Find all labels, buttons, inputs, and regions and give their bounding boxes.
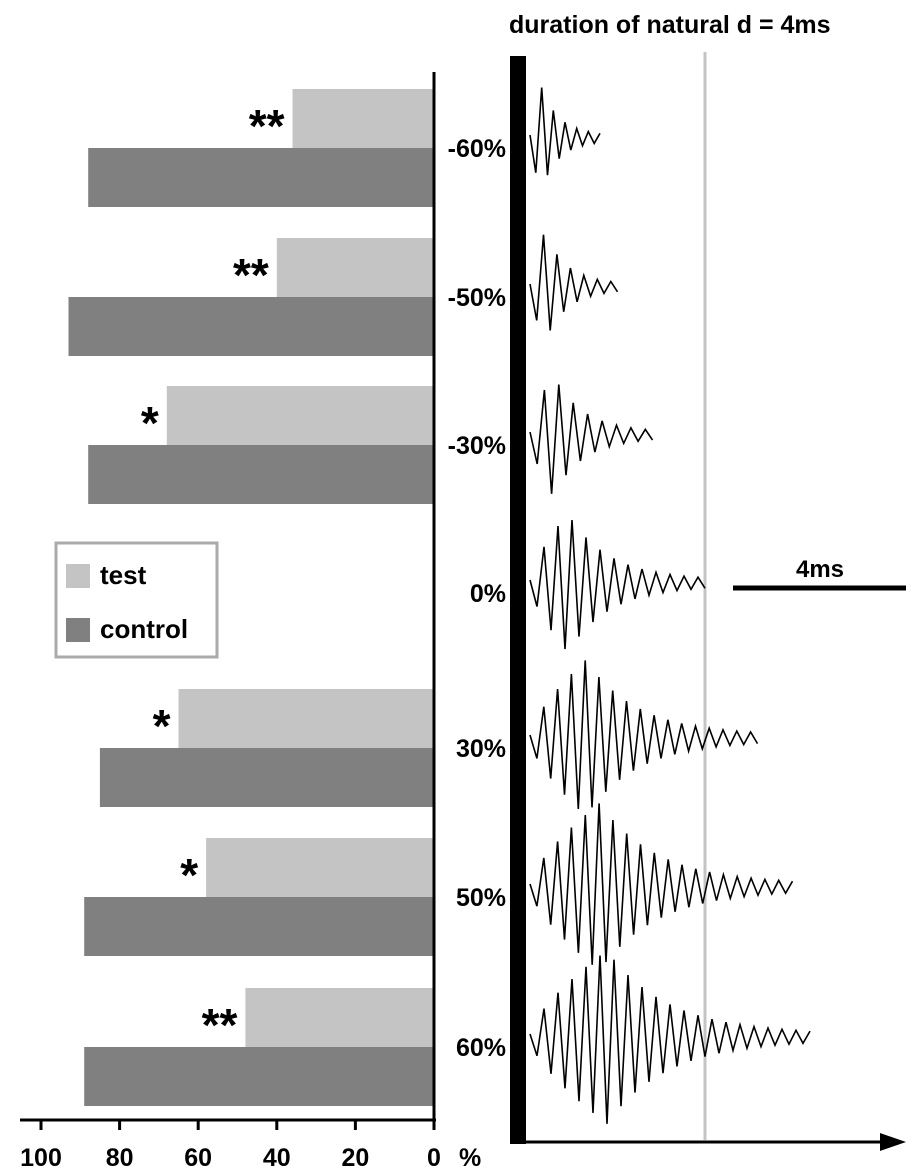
x-tick-label-5: 20 [341, 1144, 369, 1172]
category-label-1: -60% [448, 135, 506, 163]
waveform-1 [529, 87, 601, 176]
waveform-panel: duration of natural d = 4ms 4ms [509, 11, 906, 1151]
bar-test-6 [206, 838, 434, 897]
waveform-3 [529, 384, 654, 494]
scale-bar-label: 4ms [796, 556, 844, 583]
legend-swatch-control [66, 618, 90, 642]
waveform-title: duration of natural d = 4ms [509, 11, 831, 39]
x-tick-label-6: 0 [427, 1144, 441, 1172]
time-axis-bar [510, 56, 526, 1144]
bar-control-1 [88, 148, 434, 207]
waveform-6 [529, 803, 794, 965]
category-label-5: 30% [456, 735, 506, 763]
bar-control-3 [88, 445, 434, 504]
bar-control-6 [84, 897, 434, 956]
significance-marker-1: ** [249, 100, 285, 152]
time-axis-arrow-icon [880, 1133, 906, 1151]
bar-test-7 [245, 988, 434, 1047]
significance-marker-7: ** [202, 999, 238, 1051]
category-label-2: -50% [448, 284, 506, 312]
bar-test-5 [178, 689, 434, 748]
bar-control-7 [84, 1047, 434, 1106]
category-label-4: 0% [470, 580, 506, 608]
legend-box [54, 541, 219, 659]
legend: test control [54, 541, 219, 659]
bar-test-2 [276, 238, 434, 297]
category-label-3: -30% [448, 432, 506, 460]
bar-test-3 [166, 386, 435, 445]
x-tick-label-3: 60 [184, 1144, 212, 1172]
bar-chart [68, 89, 435, 1106]
significance-marker-5: * [153, 700, 171, 752]
legend-label-control: control [100, 614, 188, 644]
legend-label-test: test [100, 560, 147, 590]
x-tick-label-2: 80 [106, 1144, 134, 1172]
waveform-7 [529, 955, 811, 1124]
bar-control-5 [99, 748, 435, 807]
category-labels: -60% -50% -30% 0% 30% 50% 60% [448, 135, 506, 1062]
legend-swatch-test [66, 564, 90, 588]
category-label-7: 60% [456, 1034, 506, 1062]
x-tick-label-1: 100 [20, 1144, 62, 1172]
x-axis-unit-label: % [459, 1144, 481, 1172]
category-label-6: 50% [456, 884, 506, 912]
significance-marker-2: ** [233, 249, 269, 301]
bar-control-2 [68, 297, 434, 356]
significance-markers: ********* [141, 100, 285, 1051]
x-axis-ticks: 100 80 60 40 20 0 [20, 1120, 441, 1172]
waveform-4 [529, 520, 706, 650]
waveform-5 [529, 660, 759, 810]
x-tick-label-4: 40 [263, 1144, 291, 1172]
waveform-2 [529, 234, 619, 331]
bar-test-1 [292, 89, 434, 148]
waveforms [529, 87, 811, 1124]
significance-marker-3: * [141, 397, 159, 449]
significance-marker-6: * [180, 849, 198, 901]
